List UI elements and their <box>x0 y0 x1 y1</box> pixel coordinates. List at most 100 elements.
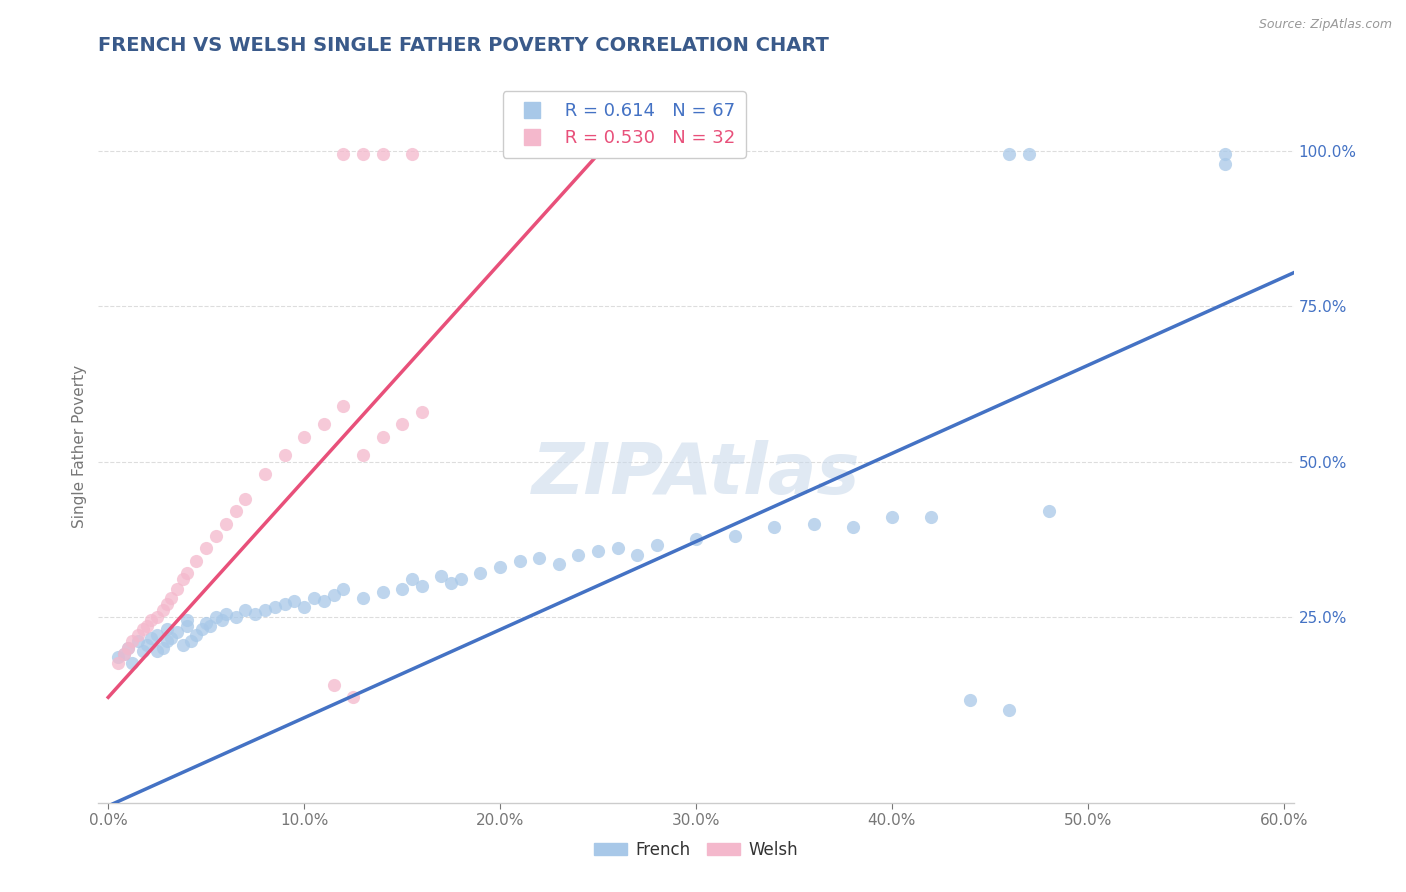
Point <box>160 591 183 605</box>
Point <box>1213 156 1236 170</box>
Point <box>176 566 198 581</box>
Y-axis label: Single Father Poverty: Single Father Poverty <box>72 365 87 527</box>
Point <box>685 532 707 546</box>
Point <box>215 516 238 531</box>
Point <box>626 548 648 562</box>
Point <box>141 613 163 627</box>
Point <box>141 632 163 646</box>
Text: FRENCH VS WELSH SINGLE FATHER POVERTY CORRELATION CHART: FRENCH VS WELSH SINGLE FATHER POVERTY CO… <box>98 36 830 54</box>
Point <box>112 647 135 661</box>
Point <box>371 147 394 161</box>
Point <box>547 557 569 571</box>
Point <box>121 656 143 670</box>
Point <box>332 147 354 161</box>
Point <box>107 650 129 665</box>
Point <box>127 634 149 648</box>
Point <box>273 597 295 611</box>
Point <box>121 634 143 648</box>
Point <box>107 656 129 670</box>
Point <box>117 640 139 655</box>
Point <box>136 638 159 652</box>
Point <box>1038 504 1060 518</box>
Point <box>332 399 354 413</box>
Point <box>880 510 903 524</box>
Point <box>763 519 786 533</box>
Point <box>312 594 335 608</box>
Point <box>136 619 159 633</box>
Point <box>920 510 942 524</box>
Point <box>191 622 214 636</box>
Point <box>215 607 238 621</box>
Point <box>156 597 179 611</box>
Point <box>352 448 374 462</box>
Point <box>195 541 218 556</box>
Point <box>156 634 179 648</box>
Point <box>225 609 247 624</box>
Point <box>342 690 364 705</box>
Point <box>803 516 825 531</box>
Point <box>724 529 747 543</box>
Point <box>132 622 155 636</box>
Point <box>166 582 188 596</box>
Point <box>152 603 174 617</box>
Point <box>411 405 433 419</box>
Point <box>998 147 1021 161</box>
Point <box>172 573 194 587</box>
Point <box>292 430 315 444</box>
Point <box>391 582 413 596</box>
Point <box>302 591 325 605</box>
Point <box>186 628 208 642</box>
Legend: French, Welsh: French, Welsh <box>586 835 806 866</box>
Point <box>332 582 354 596</box>
Point <box>235 603 257 617</box>
Point <box>352 147 374 161</box>
Point <box>450 573 472 587</box>
Point <box>1213 147 1236 161</box>
Point <box>998 703 1021 717</box>
Point <box>645 538 668 552</box>
Point <box>567 548 589 562</box>
Point <box>283 594 305 608</box>
Point <box>509 554 531 568</box>
Point <box>430 569 453 583</box>
Point <box>371 430 394 444</box>
Point <box>586 544 609 558</box>
Point <box>156 622 179 636</box>
Point <box>127 628 149 642</box>
Text: ZIPAtlas: ZIPAtlas <box>531 440 860 509</box>
Point <box>253 603 276 617</box>
Point <box>211 613 233 627</box>
Point <box>176 613 198 627</box>
Point <box>391 417 413 432</box>
Point <box>312 417 335 432</box>
Point <box>470 566 492 581</box>
Point <box>146 644 169 658</box>
Point <box>529 550 551 565</box>
Point <box>352 591 374 605</box>
Point <box>176 619 198 633</box>
Point <box>195 615 218 630</box>
Point <box>112 647 135 661</box>
Point <box>841 519 863 533</box>
Point <box>205 529 228 543</box>
Point <box>205 609 228 624</box>
Point <box>401 573 423 587</box>
Point <box>235 491 257 506</box>
Point <box>146 628 169 642</box>
Point <box>253 467 276 481</box>
Point <box>292 600 315 615</box>
Point <box>371 584 394 599</box>
Point <box>322 678 344 692</box>
Point <box>186 554 208 568</box>
Point <box>166 625 188 640</box>
Point <box>160 632 183 646</box>
Point <box>243 607 266 621</box>
Point <box>606 541 628 556</box>
Point <box>179 634 201 648</box>
Point <box>198 619 221 633</box>
Point <box>152 640 174 655</box>
Point <box>489 560 512 574</box>
Point <box>132 644 155 658</box>
Point <box>172 638 194 652</box>
Point <box>959 693 981 707</box>
